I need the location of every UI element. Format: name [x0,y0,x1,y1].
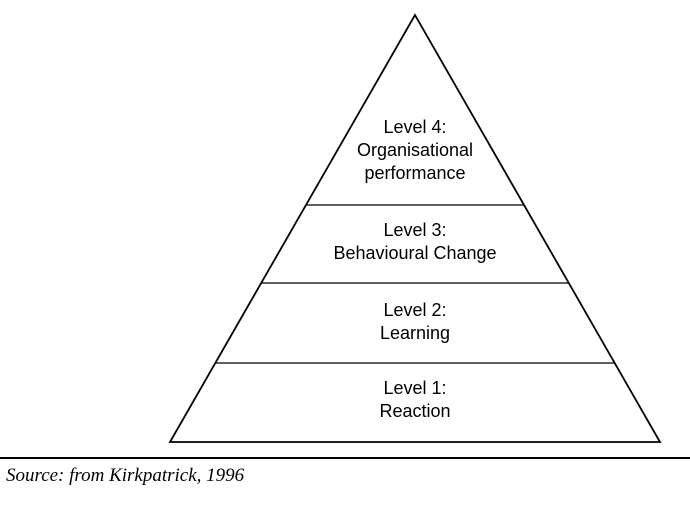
level-4-line-3: performance [364,163,466,183]
level-1-line-2: Reaction [379,401,451,421]
level-2-line-2: Learning [379,323,451,343]
level-4-line-2: Organisational [356,140,474,160]
pyramid-level-1-label: Level 1: Reaction [165,377,665,423]
caption-divider-line [0,457,690,459]
level-1-line-1: Level 1: [383,378,447,398]
source-caption: Source: from Kirkpatrick, 1996 [6,465,245,486]
level-3-line-1: Level 3: [383,220,447,240]
pyramid-level-3-label: Level 3: Behavioural Change [165,219,665,265]
pyramid-level-4-label: Level 4: Organisational performance [165,116,665,185]
pyramid-outline [168,13,662,443]
level-3-line-2: Behavioural Change [333,243,497,263]
level-2-line-1: Level 2: [383,300,447,320]
pyramid-level-2-label: Level 2: Learning [165,299,665,345]
level-4-line-1: Level 4: [383,117,447,137]
